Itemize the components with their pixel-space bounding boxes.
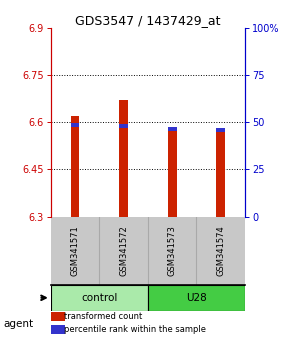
Text: percentile rank within the sample: percentile rank within the sample [64,325,206,334]
Text: GSM341573: GSM341573 [168,225,177,276]
Text: GSM341571: GSM341571 [70,225,79,276]
Bar [51,312,65,321]
Bar [119,101,128,217]
Text: agent: agent [3,319,33,329]
Bar [119,124,128,128]
Text: GSM341574: GSM341574 [216,225,225,276]
Text: U28: U28 [186,293,207,303]
Bar [71,123,79,127]
Bar [51,325,65,334]
Bar [71,116,79,217]
Title: GDS3547 / 1437429_at: GDS3547 / 1437429_at [75,14,221,27]
Bar [51,285,148,311]
Text: GSM341572: GSM341572 [119,225,128,276]
Bar [168,127,177,131]
Bar [148,285,245,311]
Bar [168,127,177,217]
Bar [216,128,225,132]
Text: transformed count: transformed count [64,312,143,321]
Bar [216,130,225,217]
Text: control: control [81,293,117,303]
